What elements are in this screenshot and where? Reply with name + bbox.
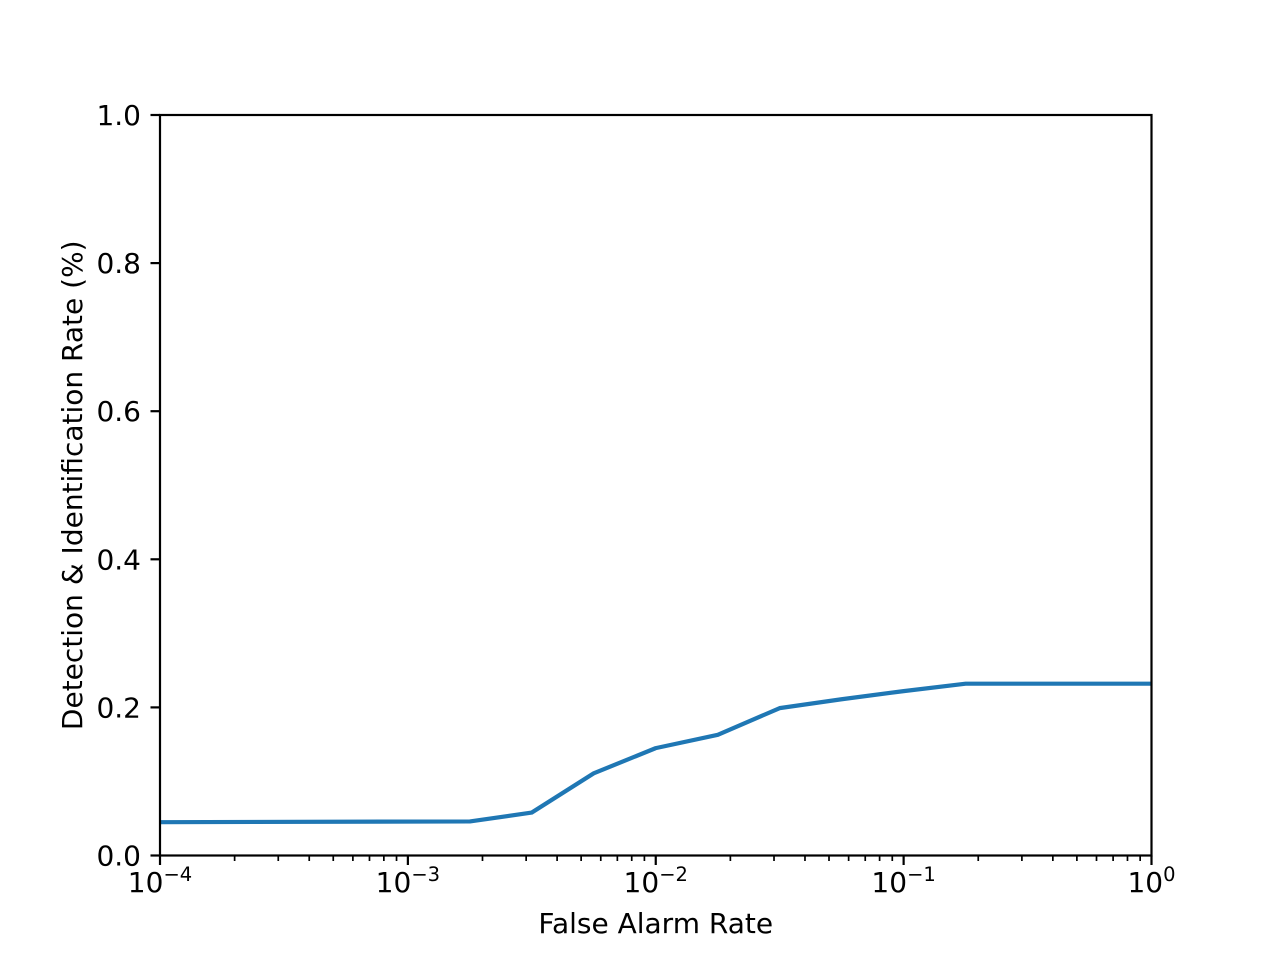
y-tick-label: 1.0: [96, 99, 141, 132]
plot-border: [158, 113, 1153, 857]
y-axis-major-ticks: [150, 113, 160, 857]
x-tick-label: 100: [1127, 863, 1175, 899]
y-tick-label: 0.8: [96, 247, 141, 280]
y-tick-label: 0.4: [96, 543, 141, 576]
x-tick-label: 10−1: [871, 863, 935, 899]
x-axis-label: False Alarm Rate: [538, 907, 773, 940]
series-line: [159, 681, 1152, 825]
y-axis-tick-labels: 0.0 0.2 0.4 0.6 0.8 1.0: [96, 99, 141, 873]
x-tick-label: 10−3: [376, 863, 440, 899]
y-axis-label: Detection & Identification Rate (%): [56, 240, 89, 730]
x-tick-label: 10−2: [624, 863, 688, 899]
y-tick-label: 0.6: [96, 395, 141, 428]
x-axis-major-ticks: [158, 855, 1153, 865]
x-axis-tick-labels: 10−4 10−3 10−2 10−1 100: [128, 863, 1176, 899]
plot-series: [159, 681, 1152, 825]
y-tick-label: 0.0: [96, 840, 141, 873]
y-tick-label: 0.2: [96, 691, 141, 724]
x-tick-label: 10−4: [128, 863, 192, 899]
